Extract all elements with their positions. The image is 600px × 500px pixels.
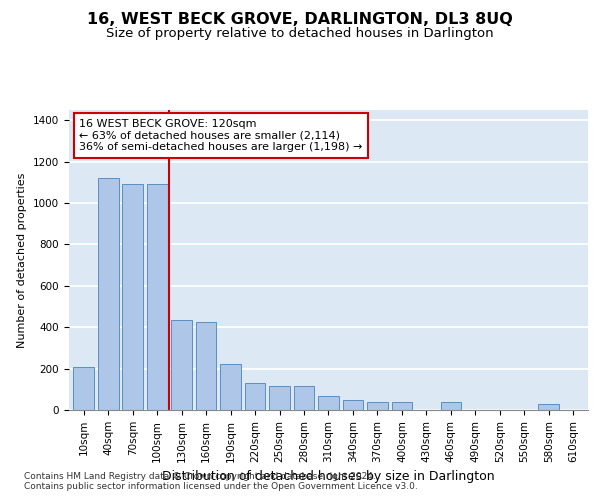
X-axis label: Distribution of detached houses by size in Darlington: Distribution of detached houses by size …: [162, 470, 495, 483]
Text: Size of property relative to detached houses in Darlington: Size of property relative to detached ho…: [106, 28, 494, 40]
Bar: [73, 366, 94, 410]
Text: Contains public sector information licensed under the Open Government Licence v3: Contains public sector information licen…: [24, 482, 418, 491]
Bar: [245, 383, 265, 410]
Text: 16 WEST BECK GROVE: 120sqm
← 63% of detached houses are smaller (2,114)
36% of s: 16 WEST BECK GROVE: 120sqm ← 63% of deta…: [79, 119, 363, 152]
Bar: [343, 400, 364, 410]
Text: 16, WEST BECK GROVE, DARLINGTON, DL3 8UQ: 16, WEST BECK GROVE, DARLINGTON, DL3 8UQ: [87, 12, 513, 28]
Bar: [318, 396, 339, 410]
Bar: [147, 184, 167, 410]
Bar: [367, 402, 388, 410]
Bar: [171, 320, 192, 410]
Y-axis label: Number of detached properties: Number of detached properties: [17, 172, 28, 348]
Bar: [538, 404, 559, 410]
Bar: [269, 386, 290, 410]
Text: Contains HM Land Registry data © Crown copyright and database right 2024.: Contains HM Land Registry data © Crown c…: [24, 472, 376, 481]
Bar: [220, 364, 241, 410]
Bar: [392, 402, 412, 410]
Bar: [98, 178, 119, 410]
Bar: [196, 322, 217, 410]
Bar: [122, 184, 143, 410]
Bar: [440, 402, 461, 410]
Bar: [293, 386, 314, 410]
